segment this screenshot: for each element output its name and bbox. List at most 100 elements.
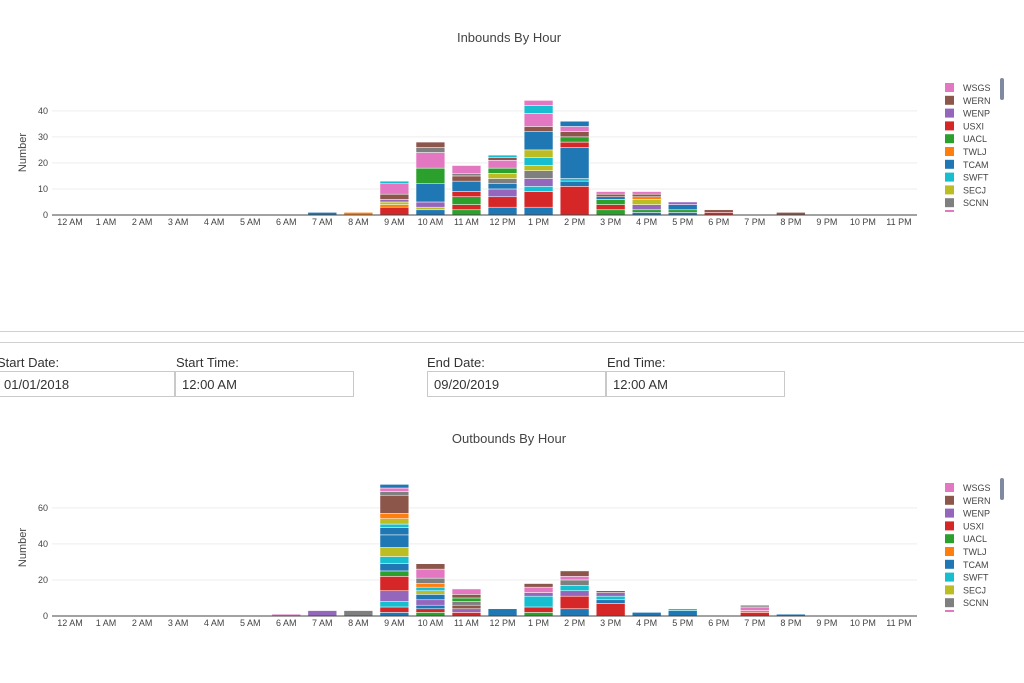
outbounds-bar-segment-usxi[interactable] xyxy=(523,606,554,613)
outbounds-legend-scrollbar[interactable] xyxy=(1000,478,1004,500)
inbounds-bar-segment-uacl[interactable] xyxy=(559,136,590,143)
outbounds-bar-segment-wsgs[interactable] xyxy=(740,606,770,611)
inbounds-legend-label-uacl[interactable]: UACL xyxy=(963,134,987,144)
inbounds-bar-segment-swft[interactable] xyxy=(523,157,554,166)
outbounds-bar-segment-twlj[interactable] xyxy=(740,610,770,613)
outbounds-bar-segment-tcam[interactable] xyxy=(559,608,590,617)
outbounds-bar-segment-wenp[interactable] xyxy=(307,610,337,617)
outbounds-bar-segment-usxi[interactable] xyxy=(740,612,770,617)
outbounds-legend-label-scnn[interactable]: SCNN xyxy=(963,598,989,608)
outbounds-bar-segment-scnn[interactable] xyxy=(451,601,482,606)
outbounds-bar-segment-tcam[interactable] xyxy=(379,563,410,572)
outbounds-bar-segment-twlj[interactable] xyxy=(379,513,410,519)
inbounds-bar-segment-wern[interactable] xyxy=(632,193,662,198)
inbounds-bar-segment-usxi[interactable] xyxy=(559,186,590,216)
outbounds-bar-segment-scnn[interactable] xyxy=(415,577,446,584)
outbounds-bar-segment-wern[interactable] xyxy=(559,570,590,577)
outbounds-bar-segment-wsgs[interactable] xyxy=(379,487,410,492)
inbounds-legend-swatch-tcam[interactable] xyxy=(945,159,954,169)
inbounds-legend-swatch-wenp[interactable] xyxy=(945,108,954,118)
outbounds-bar-segment-scnn[interactable] xyxy=(559,579,590,586)
inbounds-bar-segment-wsgs[interactable] xyxy=(595,191,626,195)
outbounds-bar-segment-secj[interactable] xyxy=(379,547,410,557)
inbounds-bar-segment-wenp[interactable] xyxy=(632,204,662,211)
outbounds-bar-segment-swft[interactable] xyxy=(415,586,446,592)
inbounds-bar-segment-wsgs[interactable] xyxy=(487,160,518,169)
inbounds-bar-segment-usxi[interactable] xyxy=(451,191,482,198)
outbounds-bar-segment-wern[interactable] xyxy=(523,583,554,588)
outbounds-legend-label-wsgs[interactable]: WSGS xyxy=(963,483,991,493)
outbounds-bar-segment-wern[interactable] xyxy=(451,594,482,599)
inbounds-bar-segment-wenp[interactable] xyxy=(668,201,698,205)
outbounds-bar-segment-swft[interactable] xyxy=(559,585,590,592)
inbounds-bar-segment-wsgs[interactable] xyxy=(559,126,590,132)
inbounds-bar-segment-tcam[interactable] xyxy=(415,209,446,216)
inbounds-legend-swatch-uacl[interactable] xyxy=(945,134,954,144)
outbounds-legend-label-twlj[interactable]: TWLJ xyxy=(963,547,987,557)
inbounds-bar-segment-secj[interactable] xyxy=(523,165,554,171)
outbounds-legend-swatch-twlj[interactable] xyxy=(945,547,954,556)
inbounds-legend-label-wern[interactable]: WERN xyxy=(963,96,991,106)
inbounds-bar-segment-twlj[interactable] xyxy=(379,204,410,208)
inbounds-bar-segment-usxi[interactable] xyxy=(523,191,554,208)
inbounds-bar-segment-usxi[interactable] xyxy=(559,141,590,148)
inbounds-bar-segment-secj[interactable] xyxy=(487,173,518,179)
inbounds-legend-label-wenp[interactable]: WENP xyxy=(963,109,990,119)
outbounds-legend-swatch-wenp[interactable] xyxy=(945,508,954,518)
inbounds-legend-swatch-usxi[interactable] xyxy=(945,121,954,131)
outbounds-legend-label-wenp[interactable]: WENP xyxy=(963,509,990,519)
inbounds-bar-segment-tcam[interactable] xyxy=(451,180,482,192)
outbounds-bar-segment-secj[interactable] xyxy=(415,590,446,595)
outbounds-bar-segment-tcam[interactable] xyxy=(415,604,446,610)
inbounds-bar-segment-wern[interactable] xyxy=(559,131,590,138)
outbounds-legend-swatch-usxi[interactable] xyxy=(945,521,954,531)
inbounds-bar-segment-wern[interactable] xyxy=(595,193,626,198)
inbounds-bar-segment-tcam[interactable] xyxy=(559,180,590,187)
outbounds-bar-segment-wern[interactable] xyxy=(415,563,446,570)
inbounds-legend-scrollbar[interactable] xyxy=(1000,78,1004,100)
outbounds-legend-swatch-wern[interactable] xyxy=(945,495,954,505)
outbounds-legend-swatch-swft[interactable] xyxy=(945,572,954,582)
outbounds-bar-segment-tcam[interactable] xyxy=(595,599,626,604)
outbounds-bar-segment-wsgs[interactable] xyxy=(451,588,482,595)
inbounds-bar-segment-wern[interactable] xyxy=(523,126,554,132)
outbounds-bar-segment-tcam[interactable] xyxy=(487,608,518,617)
inbounds-bar-segment-wenp[interactable] xyxy=(523,178,554,187)
inbounds-bar-segment-usxi[interactable] xyxy=(487,196,518,208)
inbounds-bar-segment-uacl[interactable] xyxy=(451,196,482,205)
inbounds-bar-segment-wsgs[interactable] xyxy=(523,113,554,127)
inbounds-bar-segment-wenp[interactable] xyxy=(415,201,446,208)
inbounds-bar-segment-wern[interactable] xyxy=(704,209,734,213)
end-time-field[interactable]: 12:00 AM xyxy=(606,371,785,397)
inbounds-legend-swatch-wern[interactable] xyxy=(945,95,954,105)
inbounds-bar-segment-swft[interactable] xyxy=(559,178,590,182)
inbounds-bar-segment-uacl[interactable] xyxy=(415,167,446,184)
inbounds-bar-segment-secj[interactable] xyxy=(632,199,662,205)
outbounds-bar-segment-secj[interactable] xyxy=(379,518,410,525)
outbounds-bar-segment-wsgs[interactable] xyxy=(415,568,446,579)
outbounds-bar-segment-tcam[interactable] xyxy=(379,612,410,617)
outbounds-bar-segment-tcam[interactable] xyxy=(668,610,698,617)
inbounds-bar-segment-scnn[interactable] xyxy=(487,178,518,185)
outbounds-bar-segment-uacl[interactable] xyxy=(379,570,410,577)
inbounds-bar-segment-uacl[interactable] xyxy=(595,199,626,205)
inbounds-bar-segment-uacl[interactable] xyxy=(632,209,662,213)
outbounds-bar-segment-swft[interactable] xyxy=(379,601,410,608)
inbounds-bar-segment-tcam[interactable] xyxy=(487,183,518,190)
inbounds-legend-swatch-twlj[interactable] xyxy=(945,147,954,156)
inbounds-bar-segment-uacl[interactable] xyxy=(487,167,518,174)
inbounds-bar-segment-secj[interactable] xyxy=(523,149,554,158)
inbounds-legend-label-scnn[interactable]: SCNN xyxy=(963,198,989,208)
outbounds-legend-label-wern[interactable]: WERN xyxy=(963,496,991,506)
inbounds-bar-segment-tcam[interactable] xyxy=(595,196,626,200)
outbounds-legend-label-secj[interactable]: SECJ xyxy=(963,585,986,595)
outbounds-legend-label-tcam[interactable]: TCAM xyxy=(963,560,989,570)
inbounds-bar-segment-wern[interactable] xyxy=(379,193,410,200)
end-date-field[interactable]: 09/20/2019 xyxy=(427,371,606,397)
inbounds-legend-label-tcam[interactable]: TCAM xyxy=(963,160,989,170)
outbounds-bar-segment-wenp[interactable] xyxy=(379,590,410,602)
inbounds-bar-segment-wsgs[interactable] xyxy=(632,191,662,195)
outbounds-bar-segment-tcam[interactable] xyxy=(415,594,446,601)
outbounds-bar-segment-usxi[interactable] xyxy=(415,608,446,613)
outbounds-legend-swatch-uacl[interactable] xyxy=(945,534,954,544)
